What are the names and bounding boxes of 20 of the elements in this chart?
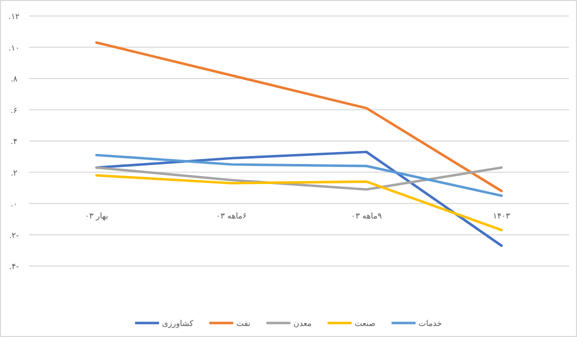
x-tick-label: بهار ۰۳: [84, 212, 108, 220]
legend-label: صنعت: [354, 319, 376, 328]
y-tick-label: ۸.: [10, 74, 18, 84]
x-tick-label: ۶ماهه ۰۳: [216, 212, 247, 220]
y-tick-label: -۲.: [9, 230, 19, 240]
x-tick-label: ۱۴۰۳: [492, 212, 511, 220]
y-tick-label: ۱۰.: [8, 43, 20, 52]
legend-label: کشاورزی: [162, 319, 194, 328]
line-series: [95, 154, 503, 197]
y-tick-label: ۴.: [10, 137, 18, 146]
y-tick-label: -۴.: [9, 262, 19, 271]
legend-label: نفت: [236, 319, 250, 328]
y-tick-label: ۱۲.: [8, 12, 20, 21]
y-tick-label: ۲.: [10, 168, 18, 178]
y-tick-label: ۰.: [10, 200, 18, 208]
y-tick-label: ۶.: [10, 106, 18, 115]
legend-label: معدن: [293, 319, 312, 328]
x-tick-label: ۹ماهه ۰۳: [351, 212, 382, 220]
legend-label: خدمات: [418, 319, 442, 328]
line-series: [95, 41, 503, 192]
